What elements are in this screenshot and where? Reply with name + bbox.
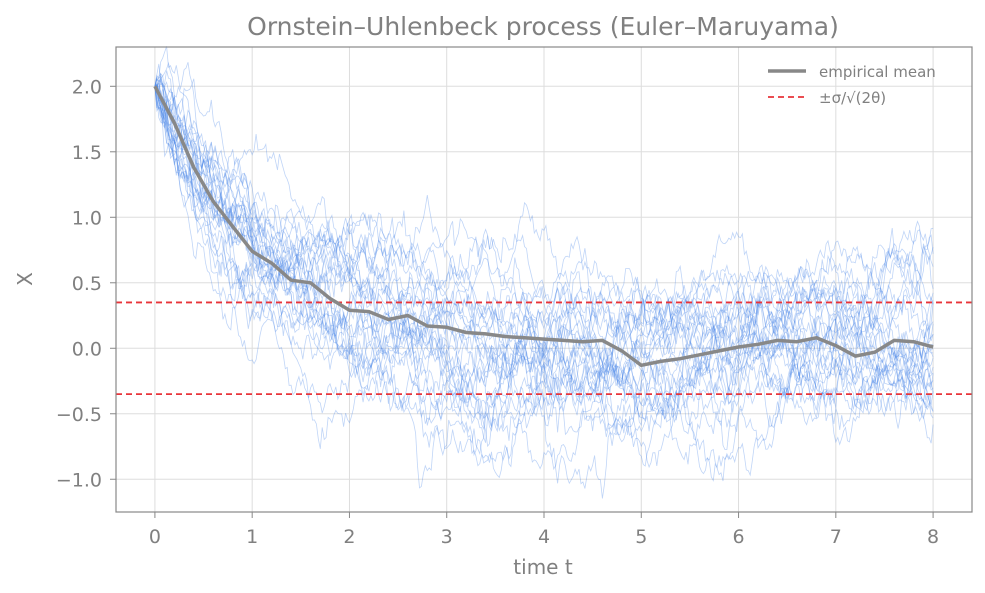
sample-path (154, 74, 934, 499)
y-tick-label: 0.0 (72, 338, 102, 360)
sample-path (154, 72, 934, 385)
x-tick-label: 2 (343, 526, 355, 548)
legend-label-empirical-mean: empirical mean (819, 63, 936, 81)
sample-path (154, 72, 934, 423)
y-tick-label: 0.5 (72, 273, 102, 295)
y-tick-label: 2.0 (72, 76, 102, 98)
sample-path (154, 77, 934, 471)
grid (116, 47, 972, 512)
x-tick-label: 8 (927, 526, 939, 548)
empirical-mean-line (153, 85, 934, 368)
sample-path (154, 63, 934, 398)
y-tick-label: 1.0 (72, 207, 102, 229)
sample-path (154, 86, 934, 446)
x-axis-ticks: 0 1 2 3 4 5 6 7 8 (149, 512, 939, 548)
x-tick-label: 5 (635, 526, 647, 548)
x-tick-label: 3 (441, 526, 453, 548)
sample-path (154, 86, 934, 421)
sample-paths (154, 46, 934, 499)
sample-path (154, 86, 934, 418)
x-tick-label: 0 (149, 526, 161, 548)
sample-path (154, 85, 934, 418)
y-tick-label: −1.0 (56, 469, 102, 491)
legend-label-std-band: ±σ/√(2θ) (819, 89, 886, 107)
sample-path (154, 86, 934, 479)
stationary-std-band (116, 301, 972, 396)
x-tick-label: 4 (538, 526, 550, 548)
sample-path (154, 84, 934, 443)
x-tick-label: 1 (246, 526, 258, 548)
x-axis-label: time t (513, 555, 573, 579)
sample-path (154, 86, 934, 427)
sample-path (154, 86, 934, 432)
sample-path (154, 83, 934, 482)
sample-path (154, 86, 934, 482)
sample-path (154, 83, 934, 456)
sample-path (154, 77, 934, 374)
sample-path (154, 86, 934, 419)
sample-path (154, 61, 934, 390)
sample-path (154, 86, 934, 448)
sample-path (154, 77, 934, 441)
sample-path (154, 83, 934, 444)
sample-path (154, 78, 934, 449)
chart-title: Ornstein–Uhlenbeck process (Euler–Maruya… (247, 12, 839, 41)
y-tick-label: −0.5 (56, 404, 102, 426)
x-tick-label: 6 (732, 526, 744, 548)
y-axis-label: X (13, 272, 37, 286)
y-axis-ticks: −1.0 −0.5 0.0 0.5 1.0 1.5 2.0 (56, 76, 116, 491)
x-tick-label: 7 (830, 526, 842, 548)
empirical-mean-series (153, 85, 934, 368)
y-tick-label: 1.5 (72, 142, 102, 164)
legend: empirical mean ±σ/√(2θ) (768, 63, 936, 107)
